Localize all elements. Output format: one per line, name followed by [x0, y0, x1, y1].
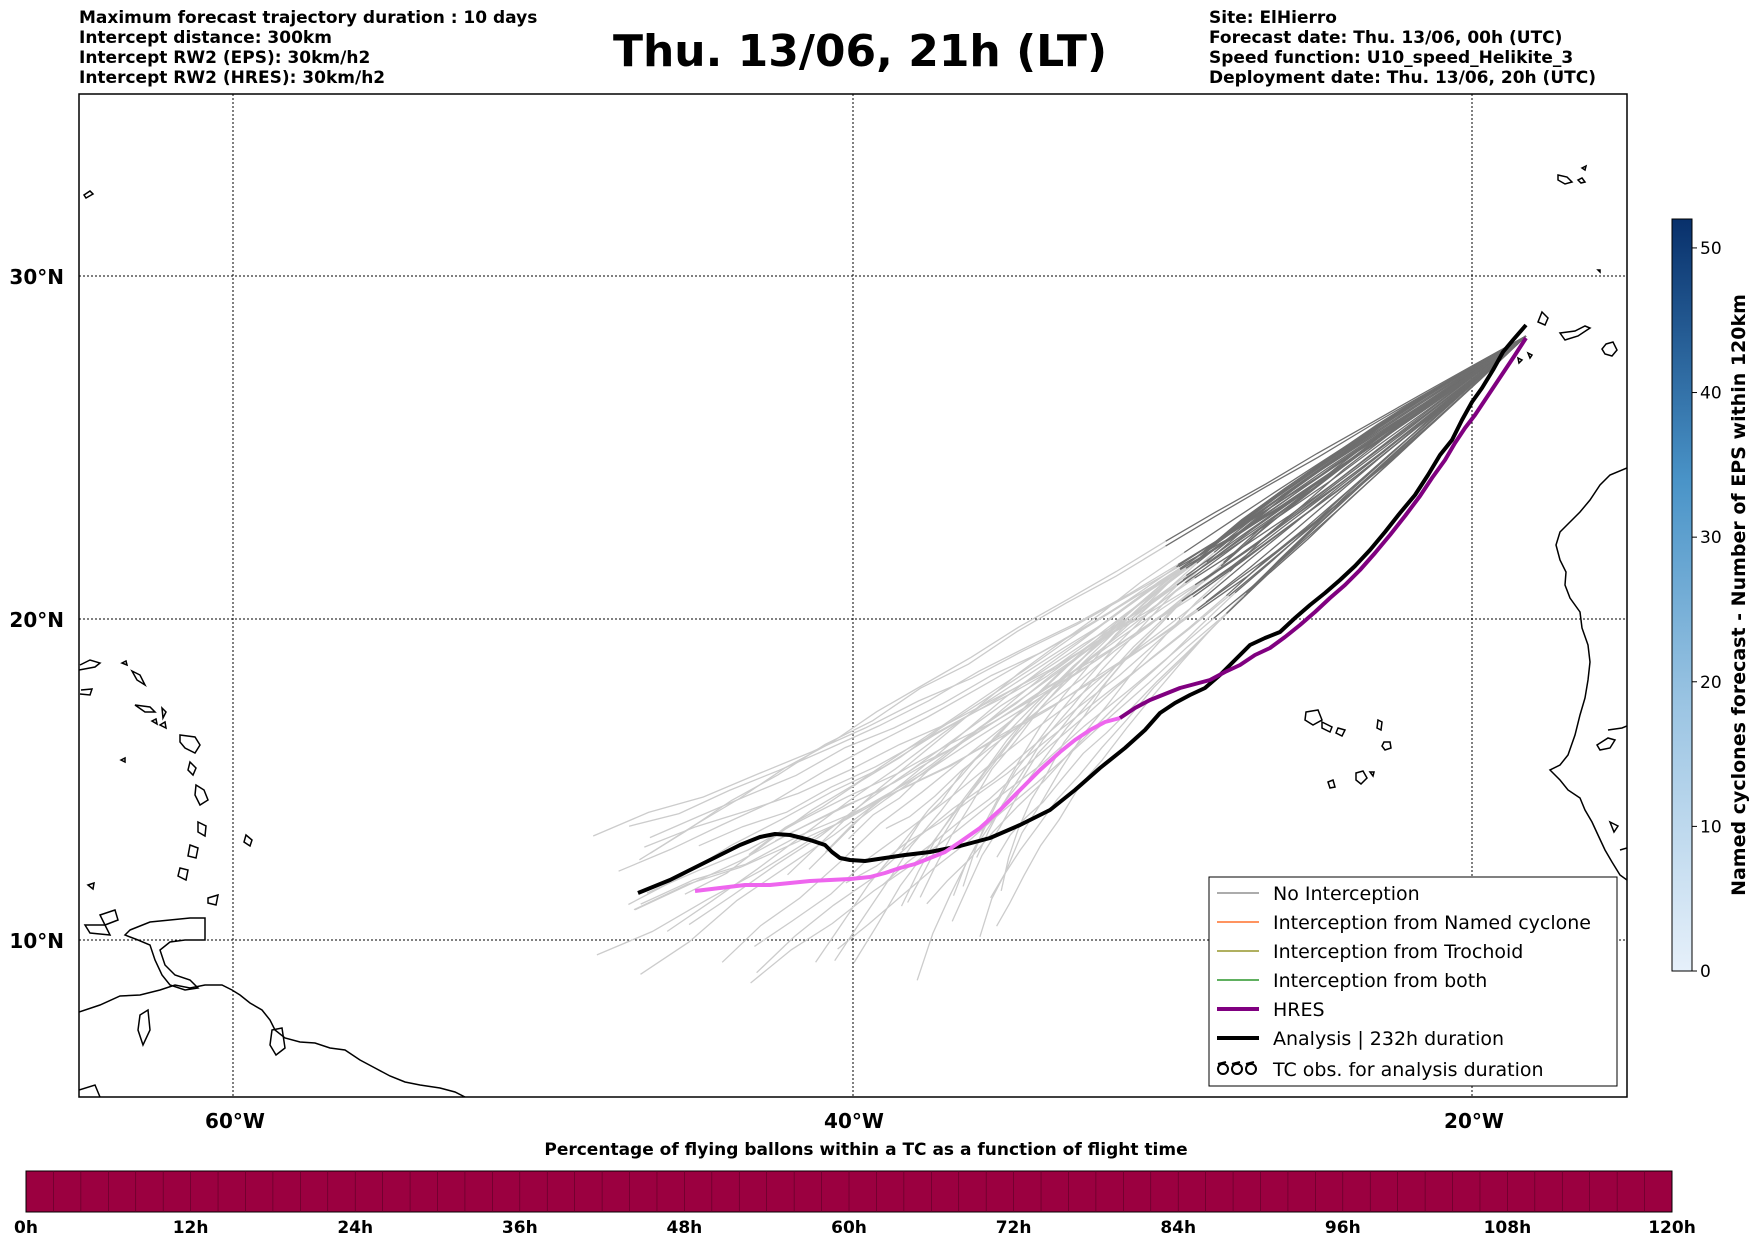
max-duration-text: Maximum forecast trajectory duration : 1…	[79, 8, 538, 28]
header-left-info: Maximum forecast trajectory duration : 1…	[79, 8, 537, 88]
legend-label-hres: HRES	[1273, 999, 1325, 1021]
ensemble-member-late	[1226, 335, 1527, 614]
lat-label-10n: 10°N	[9, 929, 64, 953]
colorbar-right-tick-label: 0	[1700, 962, 1711, 982]
tc-symbol-icon	[1217, 1061, 1257, 1075]
ensemble-trajectories-late	[1165, 335, 1527, 619]
intercept-distance-text: Intercept distance: 300km	[79, 28, 332, 48]
ensemble-member-early	[916, 561, 1208, 981]
colorbar-right-tick-label: 10	[1700, 817, 1722, 837]
colorbar-bottom: Percentage of flying ballons within a TC…	[14, 1140, 1696, 1238]
colorbar-bottom-tick-label: 0h	[14, 1218, 38, 1238]
ensemble-member-late	[1181, 335, 1527, 602]
ensemble-member-early	[666, 568, 1181, 932]
header-right-info: Site: ElHierro Forecast date: Thu. 13/06…	[1209, 8, 1596, 88]
ensemble-member-early	[996, 595, 1245, 927]
ensemble-member-early	[633, 608, 1198, 911]
ensemble-member-late	[1223, 335, 1527, 563]
ensemble-member-early	[990, 592, 1247, 899]
ensemble-member-early	[881, 595, 1227, 886]
ensemble-member-late	[1229, 335, 1527, 572]
page-title: Thu. 13/06, 21h (LT)	[612, 26, 1108, 77]
ensemble-member-late	[1213, 335, 1527, 553]
ensemble-member-early	[650, 540, 1167, 854]
colorbar-bottom-tick-label: 36h	[502, 1218, 538, 1238]
intercept-eps-text: Intercept RW2 (EPS): 30km/h2	[79, 48, 371, 68]
ensemble-member-early	[848, 555, 1205, 840]
colorbar-right: 0 10 20 30 40 50 Named cyclones forecast - Nu…	[1671, 218, 1750, 982]
ensemble-trajectories-early	[592, 540, 1249, 984]
colorbar-bottom-tick-label: 48h	[667, 1218, 703, 1238]
ensemble-member-late	[1165, 335, 1527, 542]
ensemble-member-late	[1194, 335, 1527, 579]
colorbar-right-tick-label: 50	[1700, 239, 1722, 259]
colorbar-bottom-tick-label: 84h	[1160, 1218, 1196, 1238]
colorbar-bottom-tick-label: 120h	[1648, 1218, 1696, 1238]
deployment-date-text: Deployment date: Thu. 13/06, 20h (UTC)	[1209, 68, 1596, 88]
legend: No Interception Interception from Named …	[1208, 876, 1618, 1087]
legend-label-tc-obs: TC obs. for analysis duration	[1272, 1059, 1544, 1081]
forecast-date-text: Forecast date: Thu. 13/06, 00h (UTC)	[1209, 28, 1563, 48]
speed-function-text: Speed function: U10_speed_Helikite_3	[1209, 48, 1574, 68]
hres-trajectory-late	[1118, 336, 1528, 720]
ensemble-member-early	[640, 584, 1178, 975]
ensemble-member-early	[853, 562, 1198, 963]
colorbar-bottom-tick-label: 60h	[831, 1218, 867, 1238]
legend-label-named-cyclone: Interception from Named cyclone	[1273, 912, 1591, 934]
colorbar-right-label: Named cyclones forecast - Number of EPS …	[1728, 294, 1750, 896]
colorbar-bottom-tick-label: 24h	[337, 1218, 373, 1238]
ensemble-member-late	[1179, 335, 1527, 571]
ensemble-member-late	[1247, 335, 1527, 594]
ensemble-member-early	[787, 551, 1185, 876]
ensemble-member-early	[618, 569, 1181, 872]
ensemble-member-early	[837, 613, 1227, 950]
coastline-caribbean	[79, 190, 466, 1097]
coastline-africa	[1304, 164, 1627, 881]
lat-label-20n: 20°N	[9, 608, 64, 632]
ensemble-member-early	[592, 566, 1180, 837]
lon-label-20w: 20°W	[1444, 1109, 1504, 1133]
ensemble-member-early	[628, 563, 1179, 827]
colorbar-right-tick-label: 30	[1700, 528, 1722, 548]
ensemble-member-early	[646, 594, 1192, 894]
ensemble-member-early	[596, 600, 1183, 956]
ensemble-member-late	[1243, 335, 1527, 597]
ensemble-member-early	[750, 617, 1215, 984]
ensemble-member-late	[1165, 335, 1527, 547]
colorbar-right-tick-label: 20	[1700, 673, 1722, 693]
lon-label-40w: 40°W	[824, 1109, 884, 1133]
colorbar-right-tick-label: 40	[1700, 384, 1722, 404]
ensemble-member-early	[808, 554, 1201, 870]
ensemble-member-late	[1199, 335, 1527, 556]
hres-trajectory-early	[694, 716, 1121, 893]
site-text: Site: ElHierro	[1209, 8, 1337, 28]
legend-label-both: Interception from both	[1273, 970, 1487, 992]
colorbar-bottom-tick-label: 108h	[1484, 1218, 1532, 1238]
ensemble-member-early	[1000, 562, 1224, 892]
legend-box	[1208, 876, 1618, 1087]
colorbar-bottom-title: Percentage of flying ballons within a TC…	[544, 1140, 1187, 1160]
map-frame	[78, 93, 1628, 1098]
colorbar-right-gradient	[1671, 218, 1693, 972]
legend-label-analysis: Analysis | 232h duration	[1273, 1028, 1504, 1050]
ensemble-member-early	[684, 566, 1177, 895]
lon-label-60w: 60°W	[205, 1109, 265, 1133]
colorbar-bottom-tick-label: 72h	[996, 1218, 1032, 1238]
ensemble-member-early	[756, 601, 1207, 974]
legend-label-trochoid: Interception from Trochoid	[1273, 941, 1523, 963]
analysis-trajectory	[637, 323, 1528, 895]
legend-label-no-interception: No Interception	[1273, 883, 1420, 905]
lat-label-30n: 30°N	[9, 265, 64, 289]
ensemble-member-early	[698, 577, 1195, 847]
colorbar-bottom-tick-label: 12h	[173, 1218, 209, 1238]
colorbar-bottom-tick-label: 96h	[1325, 1218, 1361, 1238]
ensemble-member-early	[996, 592, 1249, 858]
intercept-hres-text: Intercept RW2 (HRES): 30km/h2	[79, 68, 386, 88]
